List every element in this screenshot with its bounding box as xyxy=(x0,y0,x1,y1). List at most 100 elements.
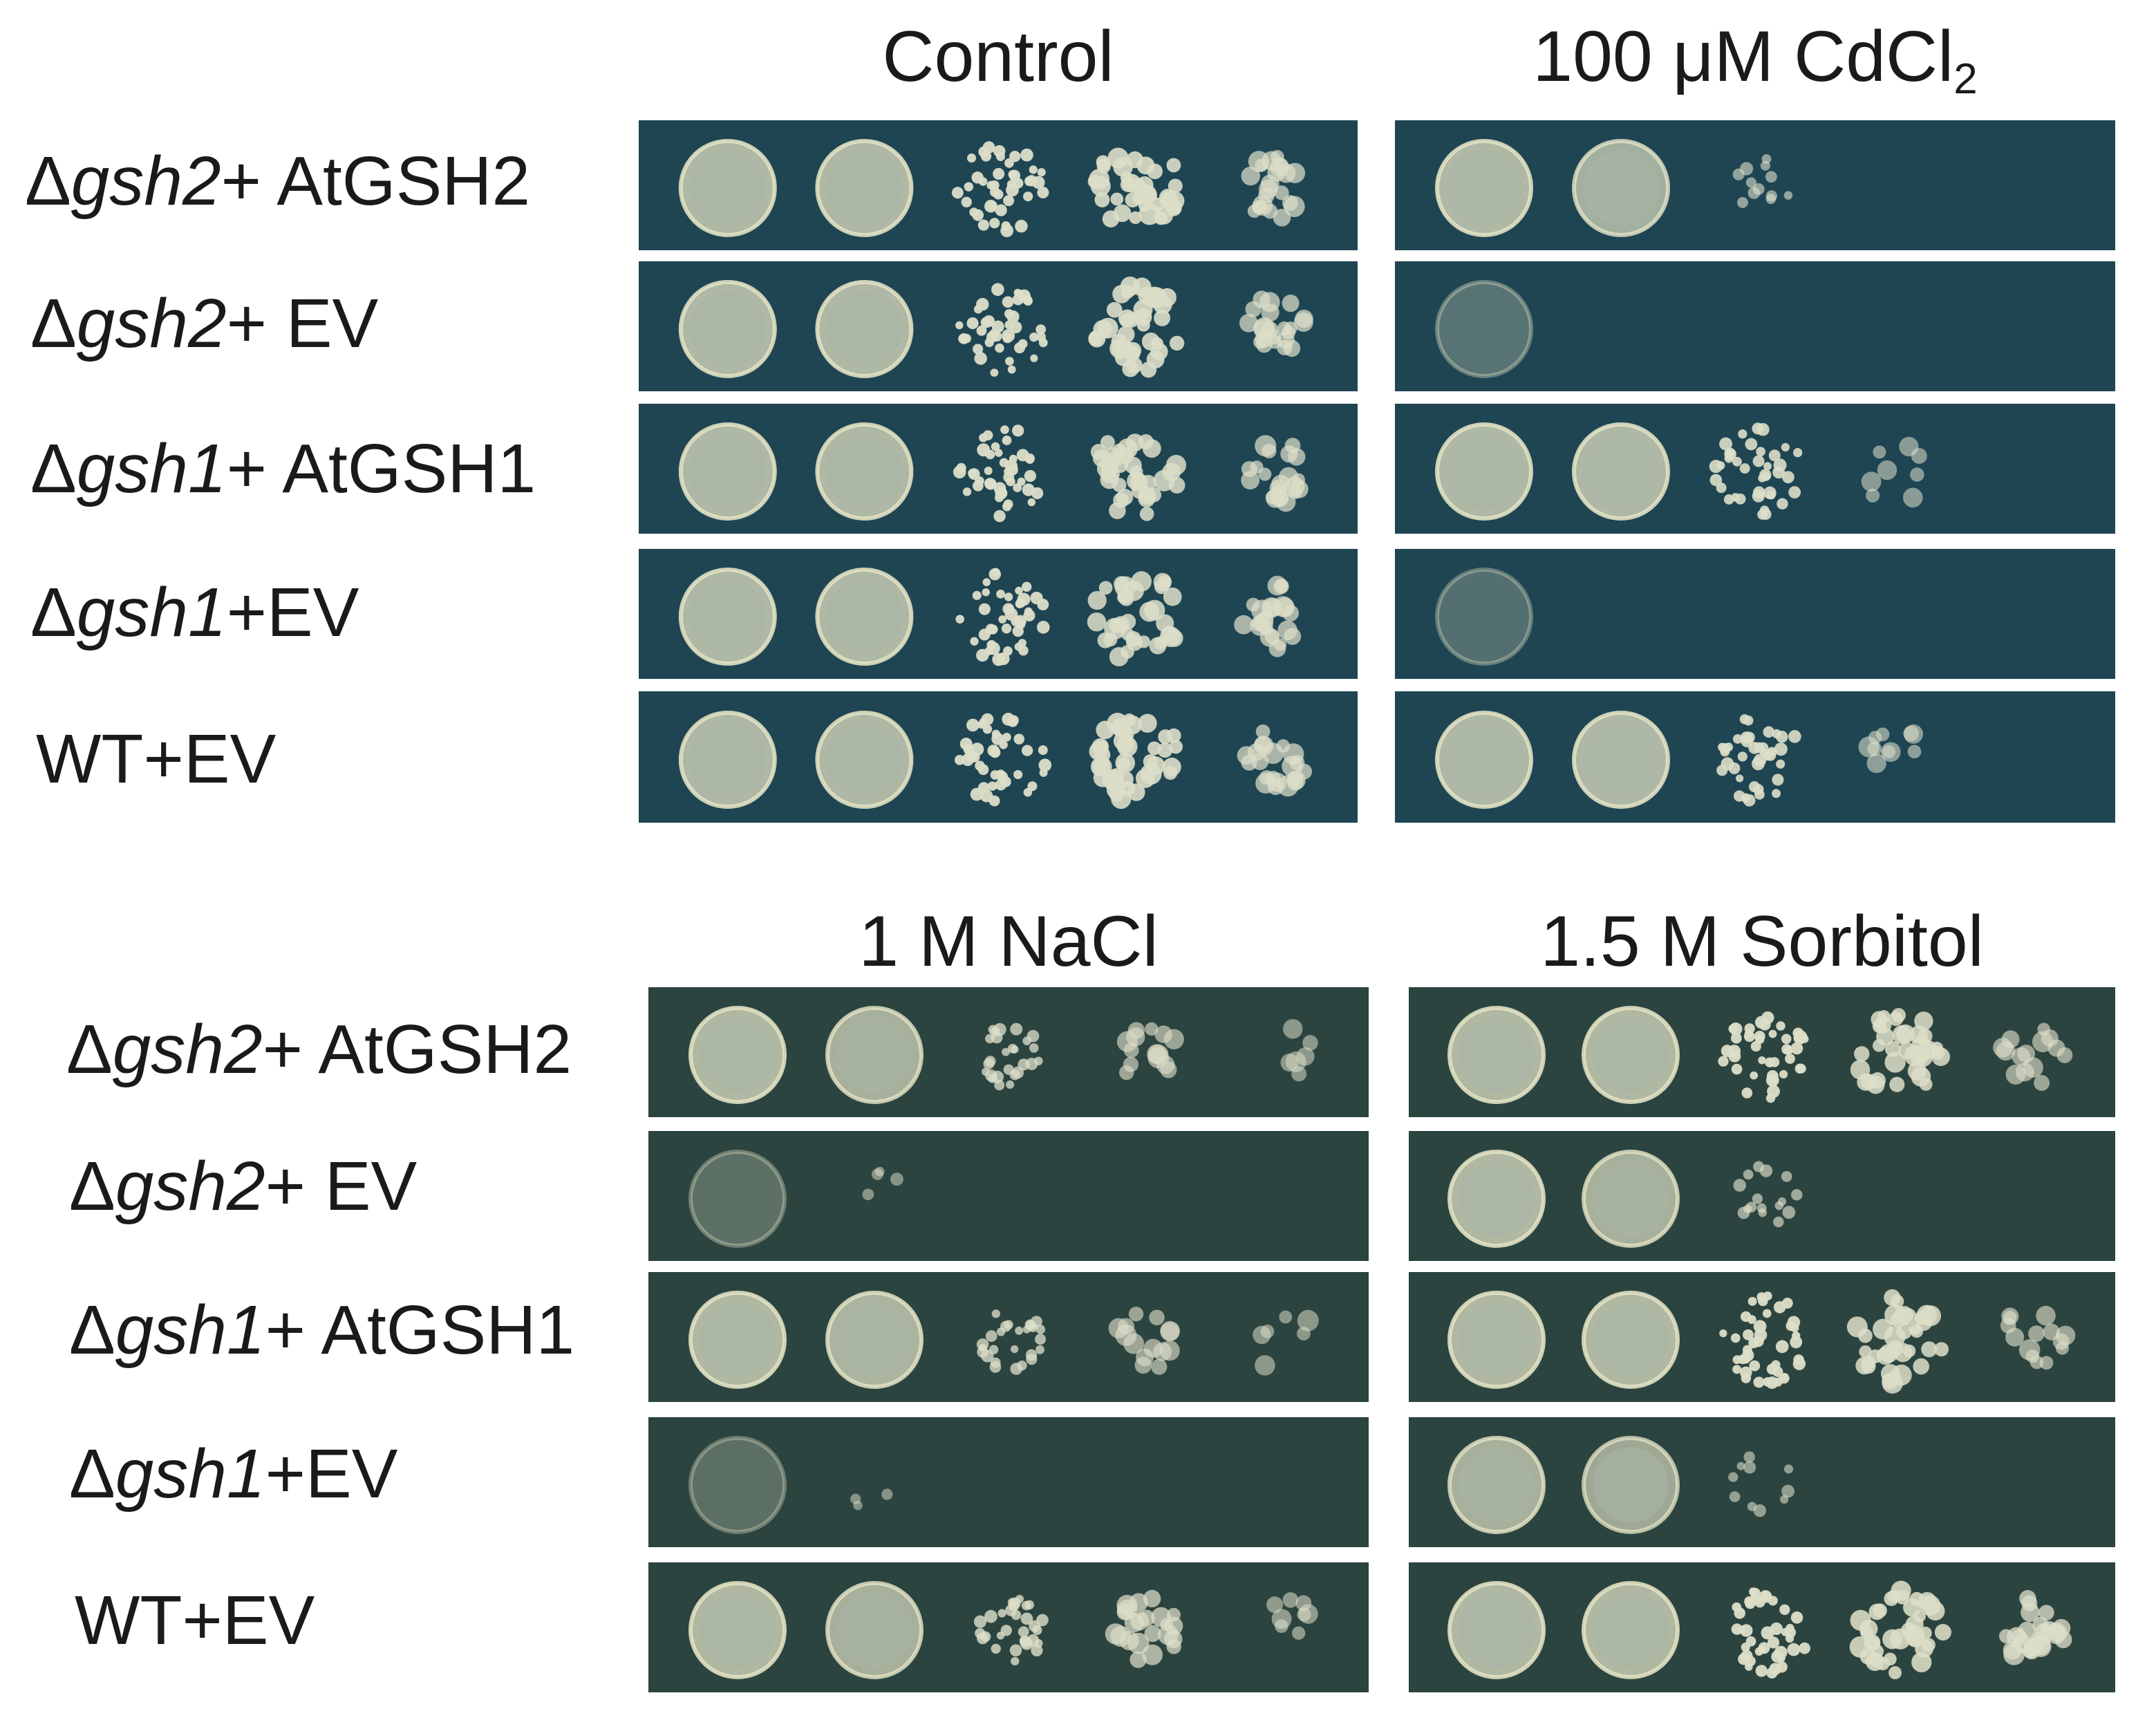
colony-dot xyxy=(1741,1373,1752,1383)
colony-dot xyxy=(1718,1056,1729,1067)
colony-dot xyxy=(1159,188,1177,207)
plate-strip-top-r2-c0 xyxy=(636,401,1360,536)
colony-dot xyxy=(1861,1359,1876,1374)
colony-dot xyxy=(1015,219,1028,233)
colony-dot xyxy=(986,331,998,343)
colony-dot xyxy=(1274,1619,1288,1634)
colony-dot xyxy=(1037,621,1050,634)
colony-dot xyxy=(1882,1372,1899,1390)
colony-dot xyxy=(1774,1201,1784,1210)
colony-dot xyxy=(1781,1170,1792,1182)
colony-dot xyxy=(992,653,1005,666)
colony-dot xyxy=(1018,339,1028,349)
plate-strip-top-r1-c0 xyxy=(636,259,1360,394)
colony-dot xyxy=(1297,1309,1319,1331)
colony-dot xyxy=(1866,488,1880,503)
colony-dot xyxy=(1747,1296,1757,1306)
colony-dot xyxy=(1003,499,1013,510)
colony-dot xyxy=(994,1080,1005,1091)
colony-dot xyxy=(976,297,989,311)
colony-dot xyxy=(1098,581,1113,595)
row-label-gsh2-atgsh2: Δgsh2+ AtGSH2 xyxy=(66,1011,572,1088)
colony-dot xyxy=(958,334,968,344)
colony-dot xyxy=(1743,794,1756,807)
colony-dot xyxy=(2023,1057,2043,1078)
colony-dot xyxy=(1156,614,1174,633)
colony-spot-center xyxy=(1583,433,1659,510)
colony-dot xyxy=(1781,471,1794,484)
colony-dot xyxy=(1003,195,1015,207)
colony-dot xyxy=(1282,604,1300,621)
colony-dot xyxy=(1747,1315,1756,1325)
colony-dot xyxy=(1154,310,1171,326)
colony-dot xyxy=(1097,632,1114,648)
colony-dot xyxy=(1144,1625,1161,1643)
colony-dot xyxy=(1760,160,1771,171)
colony-dot xyxy=(1772,1366,1783,1377)
colony-dot xyxy=(1011,424,1024,437)
colony-dot xyxy=(2025,1349,2040,1363)
colony-dot xyxy=(1153,572,1172,592)
colony-dot xyxy=(1129,211,1142,225)
colony-dot xyxy=(1149,637,1167,655)
colony-dot xyxy=(1767,747,1777,757)
colony-dot xyxy=(1129,178,1146,194)
colony-dot xyxy=(1781,1298,1793,1309)
colony-dot xyxy=(1846,1316,1868,1338)
colony-dot xyxy=(1020,148,1033,162)
colony-dot xyxy=(1775,1340,1789,1354)
colony-dot xyxy=(1931,1045,1945,1060)
colony-dot xyxy=(1036,332,1047,342)
colony-dot xyxy=(980,151,992,162)
colony-dot xyxy=(991,1643,1001,1654)
colony-dot xyxy=(997,1609,1006,1618)
colony-dot xyxy=(1734,790,1745,802)
colony-dot xyxy=(991,732,1004,745)
colony-dot xyxy=(1267,575,1288,596)
colony-dot xyxy=(1274,185,1289,200)
colony-spot-center xyxy=(836,1592,912,1668)
colony-spot-center xyxy=(700,1302,776,1378)
colony-dot xyxy=(1797,1064,1806,1074)
colony-dot xyxy=(1096,720,1115,740)
colony-dot xyxy=(1743,731,1755,743)
colony-dot xyxy=(1730,1032,1742,1044)
colony-dot xyxy=(881,1488,893,1500)
colony-dot xyxy=(1752,489,1765,503)
colony-dot xyxy=(1009,321,1022,334)
colony-dot xyxy=(1126,433,1144,452)
colony-dot xyxy=(1749,1360,1761,1372)
colony-dot xyxy=(1723,494,1734,505)
colony-dot xyxy=(1131,571,1152,592)
colony-dot xyxy=(964,182,974,191)
colony-dot xyxy=(1002,296,1014,308)
colony-dot xyxy=(1877,460,1897,480)
colony-dot xyxy=(1799,1642,1811,1654)
colony-dot xyxy=(1781,1034,1792,1045)
colony-dot xyxy=(971,171,984,184)
colony-dot xyxy=(1290,480,1309,498)
colony-dot xyxy=(1271,150,1284,164)
colony-dot xyxy=(989,218,1000,229)
colony-dot xyxy=(978,1343,987,1352)
colony-dot xyxy=(1739,463,1750,474)
colony-dot xyxy=(967,153,977,163)
colony-dot xyxy=(2003,1643,2025,1665)
colony-dot xyxy=(1737,751,1747,762)
colony-dot xyxy=(1790,1336,1803,1349)
colony-dot xyxy=(1752,455,1765,467)
colony-spot-center xyxy=(836,1017,912,1093)
colony-dot xyxy=(961,196,972,207)
colony-dot xyxy=(1783,191,1793,200)
colony-dot xyxy=(1025,1058,1038,1070)
colony-dot xyxy=(1117,757,1131,771)
colony-dot xyxy=(991,442,1000,451)
colony-dot xyxy=(1027,498,1036,507)
colony-dot xyxy=(1758,1056,1766,1065)
colony-dot xyxy=(1127,471,1146,491)
colony-spot-center xyxy=(1446,433,1522,510)
colony-spot-center xyxy=(690,579,766,655)
row-label-gsh2-ev: Δgsh2+ EV xyxy=(30,285,379,362)
colony-dot xyxy=(1250,460,1264,474)
colony-dot xyxy=(1998,1629,2014,1644)
